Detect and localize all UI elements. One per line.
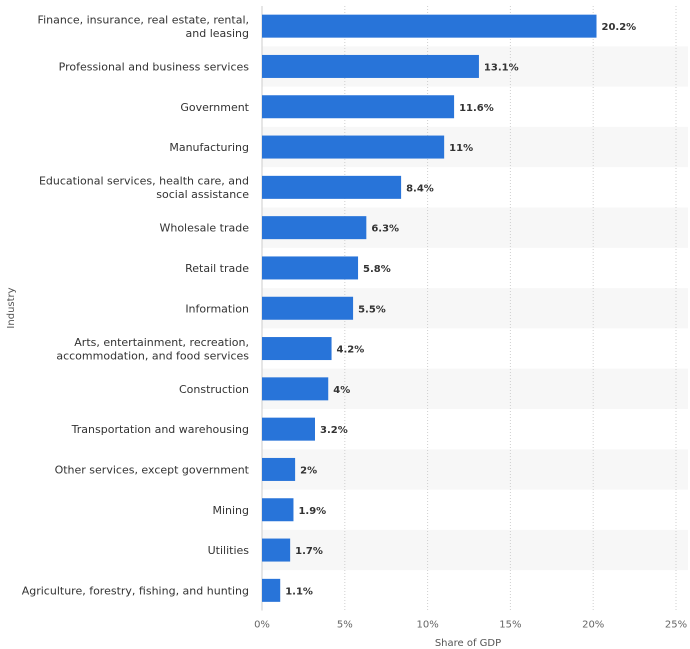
category-label: Retail trade bbox=[185, 262, 249, 275]
value-label: 1.1% bbox=[285, 586, 313, 597]
bar[interactable] bbox=[262, 256, 359, 280]
category-label: Arts, entertainment, recreation, accommod… bbox=[56, 336, 249, 363]
bars bbox=[262, 14, 597, 602]
category-label: Manufacturing bbox=[169, 141, 249, 154]
x-tick-label: 10% bbox=[416, 620, 438, 631]
value-label: 8.4% bbox=[406, 183, 434, 194]
category-label: Construction bbox=[179, 383, 249, 396]
category-label: Other services, except government bbox=[55, 463, 250, 476]
row-band bbox=[262, 449, 688, 490]
row-band bbox=[262, 529, 688, 571]
bar[interactable] bbox=[262, 417, 315, 441]
bar[interactable] bbox=[262, 578, 281, 602]
x-tick-label: 0% bbox=[254, 620, 270, 631]
x-tick-label: 25% bbox=[665, 620, 687, 631]
x-axis-title: Share of GDP bbox=[435, 638, 501, 649]
bar[interactable] bbox=[262, 14, 597, 38]
x-tick-label: 5% bbox=[337, 620, 353, 631]
value-label: 4% bbox=[333, 385, 350, 396]
bar[interactable] bbox=[262, 498, 294, 522]
category-labels: Finance, insurance, real estate, rental,… bbox=[22, 13, 250, 597]
bar[interactable] bbox=[262, 296, 354, 320]
bar[interactable] bbox=[262, 337, 332, 361]
category-label: Information bbox=[185, 302, 249, 315]
category-label: Educational services, health care, and so… bbox=[39, 175, 249, 202]
bar[interactable] bbox=[262, 135, 445, 159]
value-label: 4.2% bbox=[337, 345, 365, 356]
row-band bbox=[262, 368, 688, 409]
category-label: Transportation and warehousing bbox=[71, 423, 249, 436]
row-bands bbox=[262, 46, 688, 571]
category-label: Agriculture, forestry, fishing, and hunt… bbox=[22, 584, 249, 597]
value-label: 11% bbox=[449, 143, 473, 154]
x-tick-label: 15% bbox=[499, 620, 521, 631]
value-label: 5.5% bbox=[358, 304, 386, 315]
value-label: 1.7% bbox=[295, 546, 323, 557]
category-label: Finance, insurance, real estate, rental,… bbox=[38, 13, 249, 40]
category-label: Government bbox=[180, 101, 249, 114]
x-tick-label: 20% bbox=[582, 620, 604, 631]
bar[interactable] bbox=[262, 216, 367, 240]
value-label: 2% bbox=[300, 465, 317, 476]
value-label: 20.2% bbox=[602, 22, 637, 33]
x-axis-ticks: 0% 5% 10% 15% 20% 25% bbox=[254, 620, 687, 631]
value-label: 6.3% bbox=[371, 224, 399, 235]
y-axis-title: Industry bbox=[6, 287, 17, 328]
value-label: 3.2% bbox=[320, 425, 348, 436]
value-label: 11.6% bbox=[459, 103, 494, 114]
category-label: Mining bbox=[212, 504, 249, 517]
value-label: 5.8% bbox=[363, 264, 391, 275]
bar[interactable] bbox=[262, 457, 296, 481]
value-label: 1.9% bbox=[298, 506, 326, 517]
bar[interactable] bbox=[262, 54, 479, 78]
category-label: Wholesale trade bbox=[159, 222, 249, 235]
category-label: Utilities bbox=[208, 544, 250, 557]
bar[interactable] bbox=[262, 377, 329, 401]
value-labels: 20.2% 13.1% 11.6% 11% 8.4% 6.3% 5.8% 5.5% 4.2% 4%… bbox=[285, 22, 636, 597]
bar[interactable] bbox=[262, 175, 402, 199]
bar[interactable] bbox=[262, 95, 455, 119]
bar[interactable] bbox=[262, 538, 291, 562]
value-label: 13.1% bbox=[484, 62, 519, 73]
category-label: Professional and business services bbox=[59, 60, 250, 73]
